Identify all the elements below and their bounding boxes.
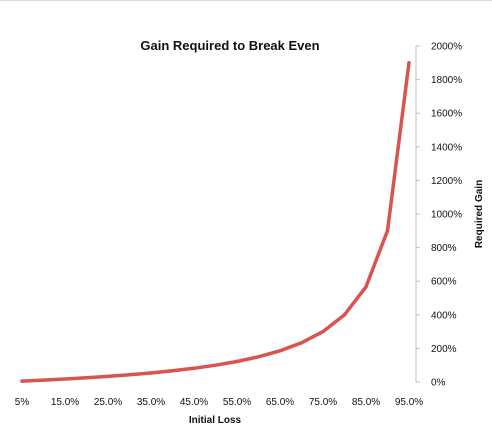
data-point [84, 376, 89, 380]
data-point [127, 373, 132, 377]
data-point [299, 341, 304, 345]
x-tick-label: 25.0% [94, 397, 122, 408]
y-tick-label: 1000% [431, 210, 462, 221]
data-point [106, 374, 110, 379]
data-point [342, 313, 347, 317]
x-tick-label: 55.0% [223, 397, 251, 408]
data-point [149, 371, 153, 375]
data-point [278, 349, 282, 353]
y-tick-label: 1400% [431, 142, 462, 153]
x-tick-label: 45.0% [180, 397, 208, 408]
y-tick-label: 800% [431, 243, 457, 254]
y-tick-label: 1200% [431, 176, 462, 187]
data-point [41, 378, 46, 382]
data-point [20, 379, 24, 383]
y-tick-label: 2000% [431, 42, 462, 53]
series-line [20, 61, 411, 383]
x-tick-label: 5% [15, 397, 30, 408]
y-tick-label: 1600% [431, 109, 462, 120]
x-tick-label: 95.0% [395, 397, 423, 408]
data-point [63, 377, 67, 381]
chart-title: Gain Required to Break Even [140, 38, 319, 53]
y-tick-label: 600% [431, 277, 457, 288]
data-point [364, 285, 368, 289]
y-tick-label: 0% [431, 378, 446, 389]
x-tick-label: 75.0% [309, 397, 337, 408]
data-point [385, 229, 390, 233]
data-point [192, 366, 196, 370]
x-tick-label: 35.0% [137, 397, 165, 408]
y-axis-title: Required Gain [474, 180, 485, 248]
data-point [213, 363, 218, 367]
y-tick-label: 1800% [431, 75, 462, 86]
y-tick-label: 400% [431, 310, 457, 321]
y-tick-label: 200% [431, 344, 457, 355]
data-point [170, 369, 175, 373]
x-axis-title: Initial Loss [189, 415, 242, 426]
x-tick-label: 65.0% [266, 397, 294, 408]
data-point [407, 61, 411, 65]
data-point [256, 355, 261, 359]
data-point [321, 329, 325, 334]
x-tick-label: 15.0% [51, 397, 79, 408]
data-point [235, 359, 239, 364]
x-tick-label: 85.0% [352, 397, 380, 408]
